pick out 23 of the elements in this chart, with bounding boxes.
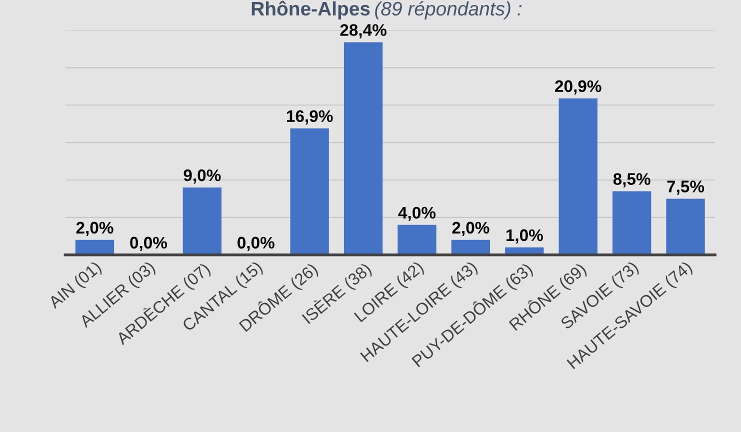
data-label: 0,0%: [238, 236, 274, 252]
data-label: 0,0%: [130, 236, 168, 252]
data-label: 8,5%: [613, 173, 650, 188]
bar: [182, 187, 222, 255]
data-label: 2,0%: [76, 222, 114, 236]
bar: [290, 128, 329, 255]
data-label: 1,0%: [506, 229, 543, 244]
data-label: 7,5%: [667, 180, 704, 195]
data-label: 20,9%: [555, 80, 602, 95]
bar: [75, 240, 114, 255]
data-label: 4,0%: [398, 206, 436, 222]
data-label: 16,9%: [287, 110, 333, 124]
bar: [344, 42, 383, 255]
bar: [451, 240, 490, 255]
data-label: 2,0%: [452, 222, 490, 236]
bar: [666, 198, 705, 255]
bar: [558, 98, 598, 255]
data-label: 28,4%: [340, 24, 386, 38]
bar: [398, 224, 436, 255]
data-label: 9,0%: [184, 169, 221, 184]
chart-title: Rhône-Alpes: [252, 0, 370, 20]
bar: [612, 191, 652, 255]
chart-subtitle: (89 répondants) :: [375, 1, 522, 20]
